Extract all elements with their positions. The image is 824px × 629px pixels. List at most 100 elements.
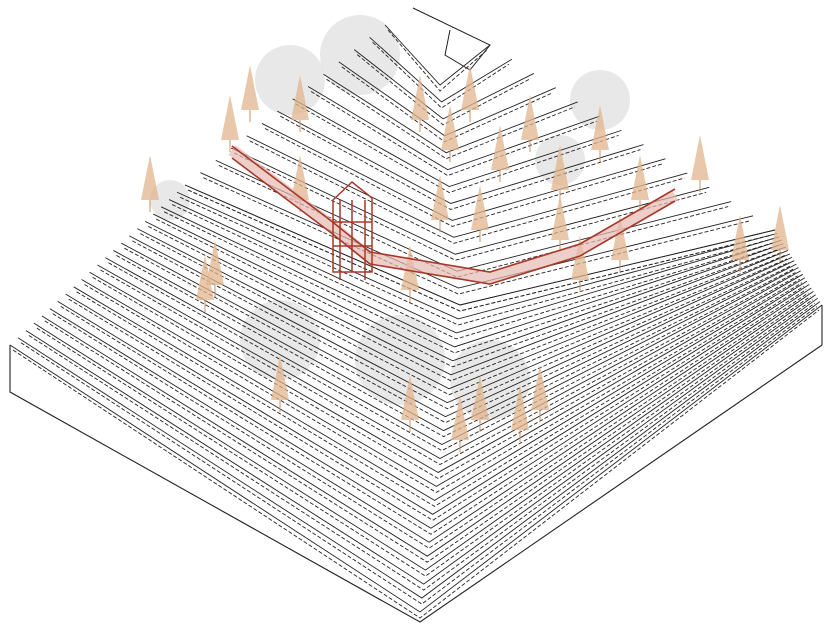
- tree: [411, 75, 429, 120]
- terrace-dash: [20, 306, 818, 605]
- tree: [551, 195, 569, 240]
- terrace-dash: [36, 299, 813, 577]
- tree: [271, 355, 289, 400]
- shadow: [255, 45, 325, 115]
- shadow: [570, 70, 630, 130]
- terrace-edge: [230, 147, 710, 255]
- terrace-edge: [73, 277, 806, 501]
- terrace-dash: [52, 292, 809, 549]
- shadow: [355, 315, 445, 405]
- terrace-dash: [44, 295, 811, 563]
- terrace-edge: [33, 294, 816, 571]
- tree: [491, 125, 509, 170]
- tree: [531, 365, 549, 410]
- tree: [291, 155, 309, 200]
- tree: [451, 395, 469, 440]
- walkway-edge: [231, 145, 676, 273]
- tree: [221, 95, 239, 140]
- terrace-edge: [41, 290, 814, 557]
- terrace-edge: [145, 220, 786, 376]
- terrace-edge: [160, 206, 782, 348]
- terrace-dash: [356, 54, 532, 126]
- terrace-dash: [171, 204, 777, 340]
- terrace-dash: [76, 282, 803, 507]
- walkway-edge: [231, 157, 676, 285]
- shadow: [240, 300, 320, 380]
- terrace-edge: [25, 297, 818, 585]
- tree: [731, 215, 749, 260]
- terrace-edge: [261, 123, 666, 221]
- tree: [771, 205, 789, 250]
- trees: [141, 65, 789, 452]
- terrace-dash: [100, 269, 796, 466]
- terrace-edge: [246, 135, 688, 238]
- tower: [332, 181, 373, 280]
- tree: [141, 155, 159, 200]
- terrace-edge: [152, 213, 784, 362]
- terrace-dash: [84, 278, 801, 493]
- terrace-edge: [384, 24, 491, 86]
- tree: [471, 185, 489, 230]
- terrace-dash: [387, 29, 488, 92]
- base-slab: [9, 305, 823, 623]
- terrace-dash: [108, 262, 794, 452]
- terrace-dash: [280, 115, 641, 210]
- terrace-edge: [200, 172, 754, 289]
- terrace-edge: [129, 235, 791, 404]
- tree: [551, 145, 569, 190]
- terrace-edge: [369, 36, 513, 103]
- tree: [511, 385, 529, 430]
- terrace-edge: [184, 184, 776, 306]
- tree: [571, 235, 589, 280]
- terrace-edge: [9, 304, 823, 613]
- terrace-dash: [148, 225, 783, 382]
- terrace-edge: [17, 301, 821, 599]
- terrace-dash: [12, 309, 820, 619]
- terrace-dash: [203, 177, 751, 295]
- terrace-edge: [89, 270, 801, 473]
- shadow: [450, 340, 530, 420]
- tree: [521, 95, 539, 140]
- terrace-edge: [81, 273, 803, 487]
- terrace-dash: [124, 247, 790, 424]
- tree: [591, 105, 609, 150]
- terrace-dash: [179, 196, 775, 326]
- tree: [431, 175, 449, 220]
- terrace-edge: [65, 280, 808, 515]
- terrace-dash: [233, 152, 707, 261]
- walkway: [228, 145, 679, 285]
- tree: [691, 135, 709, 180]
- terraces: [9, 7, 823, 619]
- tree: [471, 375, 489, 420]
- summit: [412, 7, 491, 71]
- terrace-edge: [168, 199, 780, 334]
- terrace-edge: [49, 287, 812, 543]
- terrace-edge: [292, 98, 622, 188]
- terrace-dash: [372, 41, 510, 109]
- terrace-dash: [264, 128, 663, 227]
- terrace-dash: [310, 91, 597, 177]
- terrace-edge: [57, 284, 810, 529]
- terrace-edge: [113, 250, 795, 432]
- terrace-edge: [121, 242, 793, 418]
- terrace-edge: [307, 86, 600, 171]
- tree: [291, 75, 309, 120]
- terrace-dash: [60, 289, 807, 535]
- tree: [206, 240, 224, 285]
- terrace-dash: [68, 285, 805, 521]
- terrace-dash: [187, 189, 773, 312]
- terrace-edge: [97, 264, 799, 460]
- terrace-dash: [249, 140, 685, 244]
- terrace-dash: [132, 240, 788, 410]
- tree: [241, 65, 259, 110]
- tree: [611, 215, 629, 260]
- tree: [631, 155, 649, 200]
- terrace-edge: [105, 257, 797, 446]
- terrace-dash: [92, 275, 798, 479]
- terrace-edge: [137, 228, 788, 390]
- tree: [441, 105, 459, 150]
- tree: [401, 375, 419, 420]
- terrace-dash: [155, 218, 781, 368]
- tree: [196, 255, 214, 300]
